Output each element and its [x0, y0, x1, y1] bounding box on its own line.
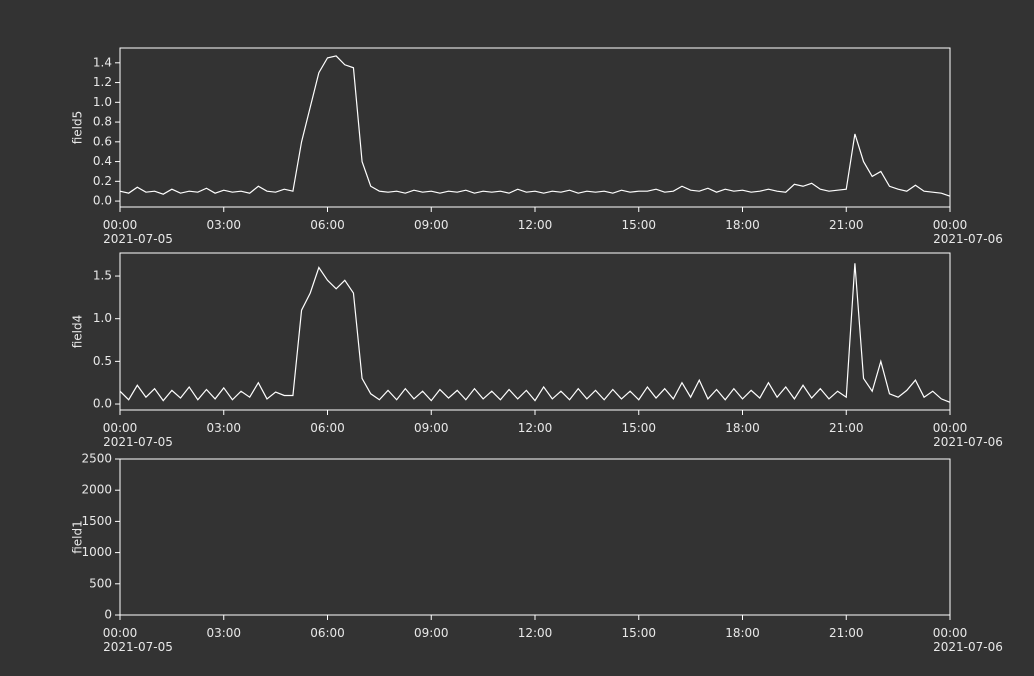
x-tick-label: 00:00 — [933, 218, 968, 232]
y-tick-label: 1.0 — [93, 95, 112, 109]
y-tick-label: 0 — [104, 608, 112, 622]
x-tick-label: 15:00 — [621, 421, 656, 435]
x-date-label: 2021-07-06 — [933, 435, 1003, 449]
x-tick-label: 03:00 — [206, 218, 241, 232]
y-axis-label: field4 — [71, 315, 85, 349]
x-tick-label: 00:00 — [933, 421, 968, 435]
x-tick-label: 09:00 — [414, 626, 449, 640]
x-tick-label: 12:00 — [518, 218, 553, 232]
plot-panel: field4 0.0 0.5 1.0 1.5 00:00 03:00 06:00 09:00 12… — [71, 252, 1003, 449]
y-tick-label: 2500 — [81, 452, 112, 466]
x-tick-label: 18:00 — [725, 218, 760, 232]
plot-panel: field1 0 500 1000 1500 2000 2500 00:00 03:00 06:0… — [71, 452, 1003, 655]
plot-frame — [119, 458, 951, 616]
y-tick-label: 0.8 — [93, 115, 112, 129]
y-tick-label: 1.5 — [93, 269, 112, 283]
y-tick-label: 0.4 — [93, 154, 112, 168]
x-tick-label: 09:00 — [414, 421, 449, 435]
y-tick-label: 500 — [89, 576, 112, 590]
plot-frame — [119, 252, 951, 411]
x-tick-label: 00:00 — [103, 218, 138, 232]
x-tick-label: 18:00 — [725, 421, 760, 435]
x-tick-label: 00:00 — [103, 421, 138, 435]
y-axis-label: field1 — [71, 520, 85, 554]
x-date-label: 2021-07-06 — [933, 640, 1003, 654]
y-tick-label: 1000 — [81, 545, 112, 559]
x-tick-label: 12:00 — [518, 421, 553, 435]
x-tick-label: 09:00 — [414, 218, 449, 232]
x-tick-label: 15:00 — [621, 218, 656, 232]
plot-panel: field5 0.0 0.2 0.4 0.6 0.8 1.0 1.2 1.4 00:00 03:00… — [71, 47, 1003, 246]
x-tick-label: 06:00 — [310, 218, 345, 232]
x-tick-label: 03:00 — [206, 421, 241, 435]
x-date-label: 2021-07-05 — [103, 435, 173, 449]
y-tick-label: 0.0 — [93, 194, 112, 208]
y-tick-label: 0.2 — [93, 174, 112, 188]
data-line — [119, 55, 951, 197]
y-tick-label: 1500 — [81, 514, 112, 528]
x-tick-label: 06:00 — [310, 421, 345, 435]
y-tick-label: 0.0 — [93, 397, 112, 411]
y-tick-label: 0.5 — [93, 354, 112, 368]
y-tick-label: 0.6 — [93, 134, 112, 148]
x-tick-label: 00:00 — [933, 626, 968, 640]
plot-frame — [119, 47, 951, 208]
x-tick-label: 03:00 — [206, 626, 241, 640]
y-tick-label: 1.4 — [93, 55, 112, 69]
y-tick-label: 1.2 — [93, 75, 112, 89]
y-tick-label: 2000 — [81, 483, 112, 497]
x-date-label: 2021-07-06 — [933, 232, 1003, 246]
x-date-label: 2021-07-05 — [103, 640, 173, 654]
x-tick-label: 18:00 — [725, 626, 760, 640]
x-tick-label: 21:00 — [829, 421, 864, 435]
x-tick-label: 21:00 — [829, 218, 864, 232]
y-axis-label: field5 — [71, 111, 85, 145]
x-tick-label: 15:00 — [621, 626, 656, 640]
x-date-label: 2021-07-05 — [103, 232, 173, 246]
x-tick-label: 00:00 — [103, 626, 138, 640]
data-line — [119, 263, 951, 403]
x-tick-label: 12:00 — [518, 626, 553, 640]
x-tick-label: 21:00 — [829, 626, 864, 640]
y-tick-label: 1.0 — [93, 311, 112, 325]
x-tick-label: 06:00 — [310, 626, 345, 640]
